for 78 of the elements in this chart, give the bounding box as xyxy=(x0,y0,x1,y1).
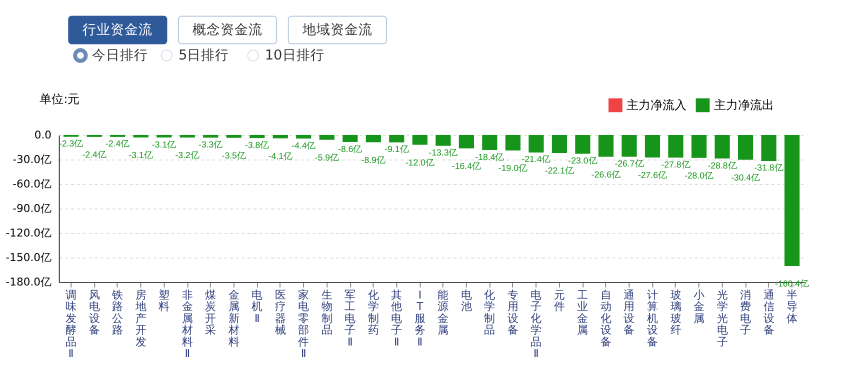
y-axis-title: 单位:元 xyxy=(40,92,80,106)
x-tick-label: 房地产开发 xyxy=(134,288,146,348)
data-label: -8.6亿 xyxy=(338,144,362,154)
x-tick-label: 玻璃玻纤 xyxy=(670,288,682,337)
text: 今日排行 xyxy=(92,47,148,64)
x-tick-label: 电机Ⅱ xyxy=(252,288,263,325)
y-tick-label: -180.0亿 xyxy=(6,276,52,288)
data-label: -3.3亿 xyxy=(198,139,223,150)
data-label: -27.8亿 xyxy=(661,159,690,170)
data-label: -22.1亿 xyxy=(544,166,574,176)
data-label: -4.4亿 xyxy=(292,140,316,150)
data-label: -4.1亿 xyxy=(268,150,292,161)
y-tick-label: -120.0亿 xyxy=(6,226,52,240)
data-label: -2.4亿 xyxy=(82,150,106,160)
x-tick-label: 光学光电子 xyxy=(716,288,728,348)
x-tick-label: 专用设备 xyxy=(507,288,518,337)
x-tick-label: 化学制品 xyxy=(484,288,496,337)
data-label: -19.0亿 xyxy=(498,163,528,174)
data-label: -26.7亿 xyxy=(614,158,644,169)
data-label: -31.8亿 xyxy=(754,162,784,173)
y-tick-label: -150.0亿 xyxy=(6,250,52,264)
data-label: -5.9亿 xyxy=(314,152,339,162)
data-label: -3.5亿 xyxy=(222,150,246,160)
x-tick-label: 家电零部件Ⅱ xyxy=(298,288,310,360)
x-tick-label: 半导体 xyxy=(786,288,798,325)
legend-label: 主力净流入 xyxy=(626,98,687,112)
x-tick-label: 其他电子Ⅱ xyxy=(391,288,402,348)
x-tick-label: 自动化设备 xyxy=(600,288,612,348)
x-tick-label: 工业金属 xyxy=(577,288,588,337)
data-label: -28.0亿 xyxy=(684,170,714,180)
x-tick-label: 消费电子 xyxy=(740,288,752,337)
data-label: -16.4亿 xyxy=(452,160,481,171)
data-label: -2.4亿 xyxy=(105,138,130,149)
x-tick-label: 通用设备 xyxy=(624,288,635,337)
x-tick-label: 小金属 xyxy=(694,288,705,325)
x-tick-label: 调味发酵品Ⅱ xyxy=(66,288,77,360)
x-tick-label: 化学制药 xyxy=(368,288,379,337)
x-tick-label: 电子化学品Ⅱ xyxy=(530,288,542,360)
data-label: -3.1亿 xyxy=(152,139,176,150)
data-label: -8.9亿 xyxy=(361,154,386,165)
data-label: -27.6亿 xyxy=(638,170,668,180)
text: 5日排行 xyxy=(178,47,230,64)
data-label: -9.1亿 xyxy=(384,144,409,154)
x-tick-label: 煤炭开采 xyxy=(205,288,216,337)
text: 10日排行 xyxy=(264,47,324,64)
data-label: -26.6亿 xyxy=(591,169,621,180)
x-tick-label: 金属新材料 xyxy=(227,288,240,348)
data-label: -18.4亿 xyxy=(475,152,504,162)
data-label: -23.0亿 xyxy=(568,156,598,166)
x-tick-label: IT服务Ⅱ xyxy=(414,288,426,348)
text: 地域资金流 xyxy=(301,22,372,38)
x-tick-label: 通信设备 xyxy=(763,288,774,337)
data-label: -3.2亿 xyxy=(175,150,200,160)
x-tick-label: 生物制品 xyxy=(321,288,332,337)
legend-label: 主力净流出 xyxy=(714,98,774,112)
x-tick-label: 风电设备 xyxy=(88,288,100,337)
data-label: -13.3亿 xyxy=(428,148,458,158)
y-tick-label: -30.0亿 xyxy=(12,152,52,166)
x-tick-label: 计算机设备 xyxy=(646,288,658,348)
text: 行业资金流 xyxy=(82,22,153,38)
x-tick-label: 塑料 xyxy=(158,288,170,314)
data-label: -12.0亿 xyxy=(405,157,434,168)
data-label: -28.8亿 xyxy=(708,160,737,170)
y-tick-label: 0.0 xyxy=(34,128,52,142)
y-tick-label: -90.0亿 xyxy=(12,202,52,215)
text: 概念资金流 xyxy=(192,22,263,38)
x-tick-label: 电池 xyxy=(460,288,472,314)
data-label: -30.4亿 xyxy=(730,172,760,182)
data-label: -3.8亿 xyxy=(245,140,270,150)
x-tick-label: 军工电子Ⅱ xyxy=(344,288,356,348)
x-tick-label: 非金属材料Ⅱ xyxy=(180,288,193,360)
x-tick-label: 铁路公路 xyxy=(111,288,124,337)
x-tick-label: 能源金属 xyxy=(438,288,449,337)
y-tick-label: -60.0亿 xyxy=(12,177,52,190)
data-label: -3.1亿 xyxy=(128,150,153,160)
data-label: -21.4亿 xyxy=(522,154,551,164)
x-tick-label: 元件 xyxy=(554,288,565,314)
x-tick-label: 医疗器械 xyxy=(274,288,286,337)
